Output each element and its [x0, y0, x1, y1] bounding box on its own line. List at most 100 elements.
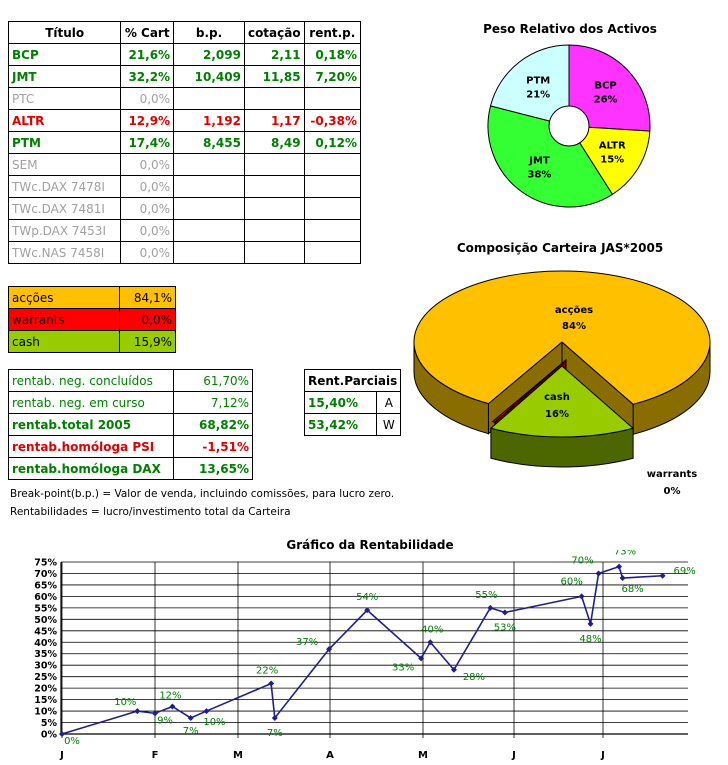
allocation-value: 84,1% — [119, 286, 176, 309]
pie2-title: Composição Carteira JAS*2005 — [456, 241, 664, 255]
pie1-slice — [568, 125, 651, 196]
holding-quote — [243, 87, 305, 110]
series-point — [587, 620, 594, 627]
partials-table: Rent.Parciais 15,40% A 53,42% W — [303, 369, 402, 436]
series-point-label: 40% — [421, 624, 443, 635]
pie1-value-label: 15% — [600, 155, 624, 166]
holding-rent — [303, 197, 362, 220]
holding-row: JMT 32,2% 10,409 11,85 7,20% — [7, 65, 362, 88]
holding-name: TWc.DAX 7478I — [7, 175, 122, 198]
line-title: Gráfico da Rentabilidade — [286, 538, 454, 552]
allocation-value: 15,9% — [119, 330, 176, 353]
holding-name: TWc.NAS 7458I — [7, 241, 122, 264]
header-quote: cotação — [243, 21, 305, 44]
series-point-label: 68% — [621, 584, 643, 595]
holding-row: TWc.DAX 7478I 0,0% — [7, 175, 362, 198]
holding-quote — [243, 197, 305, 220]
partials-header: Rent.Parciais — [303, 369, 402, 392]
holding-row: PTC 0,0% — [7, 87, 362, 110]
series-point-label: 70% — [571, 555, 593, 566]
series-point — [268, 680, 275, 687]
pie1-slice — [487, 105, 614, 208]
holding-name: BCP — [7, 43, 122, 66]
y-tick-label: 70% — [34, 569, 57, 580]
series-point-label: 55% — [475, 590, 497, 601]
holdings-body: BCP 21,6% 2,099 2,11 0,18% JMT 32,2% 10,409 11,8… — [7, 43, 362, 264]
holding-quote — [243, 153, 305, 176]
series-point — [427, 639, 434, 646]
holding-bp — [173, 219, 245, 242]
returns-value: 61,70% — [173, 369, 253, 392]
pie2-label-accoes: acções — [555, 305, 593, 316]
series-point — [501, 609, 508, 616]
x-tick-label: F — [152, 750, 159, 761]
series-point-label: 7% — [183, 726, 199, 737]
holding-row: SEM 0,0% — [7, 153, 362, 176]
holding-name: TWp.DAX 7453I — [7, 219, 122, 242]
holding-name: SEM — [7, 153, 122, 176]
returns-label: rentab.homóloga DAX — [8, 457, 174, 480]
series-point-label: 54% — [356, 592, 378, 603]
series-point — [364, 607, 371, 614]
allocation-label: warrants — [8, 308, 120, 331]
pie1-hole — [548, 105, 590, 147]
holding-quote: 2,11 — [243, 43, 305, 66]
pie1-category-label: JMT — [528, 156, 550, 167]
holding-bp: 1,192 — [173, 109, 245, 132]
allocation-row: warrants 0,0% — [8, 308, 176, 331]
holding-bp — [173, 241, 245, 264]
holding-row: TWc.DAX 7481I 0,0% — [7, 197, 362, 220]
pie1-category-label: BCP — [594, 81, 616, 92]
series-point — [450, 666, 457, 673]
series-point — [418, 655, 425, 662]
header-pct: % Cart — [120, 21, 175, 44]
breakpoint-note: Break-point(b.p.) = Valor de venda, incl… — [10, 488, 395, 500]
holding-rent — [303, 241, 362, 264]
returns-label: rentab. neg. concluídos — [8, 369, 174, 392]
holding-rent — [303, 153, 362, 176]
allocation-row: acções 84,1% — [8, 286, 176, 309]
y-tick-label: 15% — [34, 695, 57, 706]
y-tick-label: 60% — [34, 592, 57, 603]
y-tick-label: 0% — [41, 730, 58, 741]
series-point — [595, 570, 602, 577]
returns-label: rentab.total 2005 — [8, 413, 174, 436]
header-title: Título — [7, 21, 122, 44]
series-point-label: 10% — [114, 697, 136, 708]
returns-table: rentab. neg. concluídos 61,70% rentab. neg… — [8, 369, 253, 480]
holding-rent — [303, 219, 362, 242]
x-tick-label: J — [511, 750, 516, 761]
holding-bp — [173, 197, 245, 220]
holding-bp — [173, 87, 245, 110]
holding-bp: 2,099 — [173, 43, 245, 66]
allocation-label: cash — [8, 330, 120, 353]
series-point-label: 48% — [579, 634, 601, 645]
holding-pct: 0,0% — [120, 87, 175, 110]
holding-pct: 21,6% — [120, 43, 175, 66]
partials-header-row: Rent.Parciais — [303, 369, 402, 392]
holding-quote: 11,85 — [243, 65, 305, 88]
pie1-value-label: 21% — [526, 89, 550, 100]
x-tick-label: J — [600, 750, 605, 761]
allocation-label: acções — [8, 286, 120, 309]
y-tick-label: 65% — [34, 580, 57, 591]
holding-name: PTM — [7, 131, 122, 154]
series-point — [134, 708, 141, 715]
y-tick-label: 55% — [34, 603, 57, 614]
allocation-table: acções 84,1% warrants 0,0% cash 15,9% — [8, 286, 176, 353]
series-point — [659, 572, 666, 579]
pie2-slice-cash — [489, 365, 635, 438]
x-tick-label: M — [233, 750, 243, 761]
pie1-value-label: 26% — [594, 95, 618, 106]
partials-value: 15,40% — [303, 391, 378, 414]
holding-pct: 32,2% — [120, 65, 175, 88]
partials-tag: A — [376, 391, 402, 414]
y-tick-label: 35% — [34, 649, 57, 660]
holding-pct: 12,9% — [120, 109, 175, 132]
holdings-table: Título % Cart b.p. cotação rent.p. BCP 21… — [7, 21, 362, 264]
returns-label: rentab. neg. em curso — [8, 391, 174, 414]
series-point-label: 12% — [159, 690, 181, 701]
holding-quote — [243, 219, 305, 242]
holding-rent: -0,38% — [303, 109, 362, 132]
partials-row: 15,40% A — [303, 391, 402, 414]
